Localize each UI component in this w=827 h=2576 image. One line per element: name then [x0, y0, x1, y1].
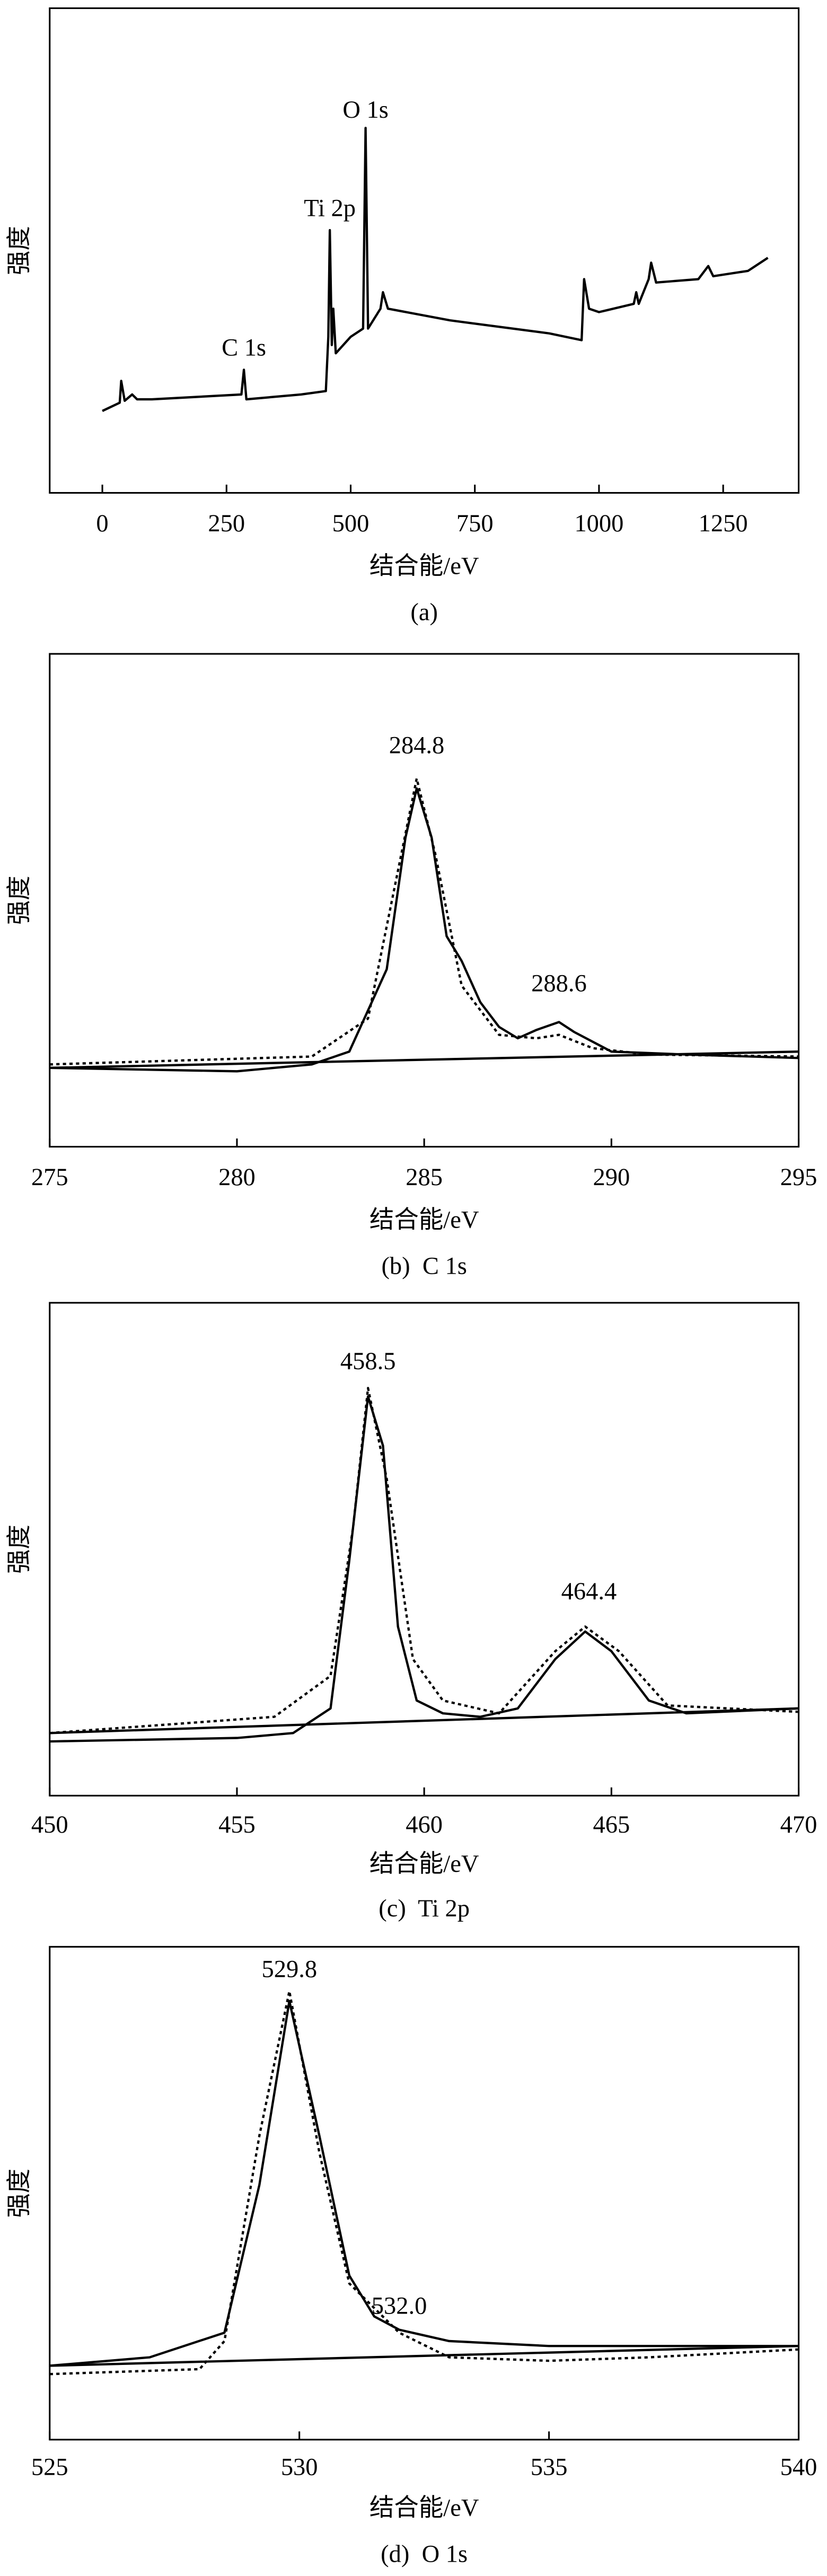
- x-axis-label: 结合能/eV: [369, 553, 479, 580]
- peak-label: 284.8: [389, 732, 445, 759]
- x-tick-label: 535: [531, 2454, 568, 2481]
- x-tick-label: 455: [218, 1811, 256, 1838]
- y-axis-label: 强度: [6, 875, 33, 925]
- caption: (d) O 1s: [381, 2540, 468, 2568]
- x-tick-label: 295: [780, 1164, 817, 1191]
- x-axis-label: 结合能/eV: [369, 2495, 479, 2522]
- peak-label: 458.5: [340, 1348, 396, 1375]
- x-tick-label: 540: [780, 2454, 817, 2481]
- spectrum-line: [49, 2345, 799, 2367]
- x-tick-label: 1250: [699, 510, 748, 537]
- x-tick-label: 1000: [574, 510, 623, 537]
- x-tick-label: 525: [31, 2454, 68, 2481]
- peak-label: Ti 2p: [304, 195, 356, 222]
- x-tick-label: 500: [332, 510, 369, 537]
- x-tick-label: 530: [281, 2454, 318, 2481]
- peak-label: C 1s: [222, 335, 266, 362]
- y-axis-label: 强度: [6, 226, 33, 275]
- spectrum-line: [102, 127, 769, 412]
- spectrum-line: [49, 787, 799, 1073]
- plot-frame: [49, 7, 800, 494]
- x-tick-label: 280: [218, 1164, 256, 1191]
- y-axis-label: 强度: [6, 2169, 33, 2218]
- x-tick-label: 0: [96, 510, 108, 537]
- x-tick-label: 465: [593, 1811, 630, 1838]
- peak-label: O 1s: [342, 97, 389, 124]
- spectrum-line: [49, 2000, 799, 2367]
- spectrum-line: [49, 1707, 799, 1734]
- spectrum-line: [49, 1050, 799, 1070]
- y-axis-label: 强度: [6, 1524, 33, 1574]
- peak-label: 529.8: [262, 1956, 318, 1983]
- x-tick-label: 470: [780, 1811, 817, 1838]
- x-tick-label: 250: [208, 510, 245, 537]
- x-tick-label: 285: [406, 1164, 443, 1191]
- plot-frame: [49, 653, 800, 1148]
- peak-label: 532.0: [372, 2292, 427, 2319]
- spectrum-line: [49, 777, 799, 1066]
- x-axis-label: 结合能/eV: [369, 1851, 479, 1878]
- caption: (a): [410, 599, 438, 626]
- x-tick-label: 460: [406, 1811, 443, 1838]
- x-tick-label: 450: [31, 1811, 68, 1838]
- x-tick-label: 275: [31, 1164, 68, 1191]
- spectrum-line: [49, 1990, 799, 2376]
- caption: (b) C 1s: [381, 1252, 467, 1280]
- plot-frame: [49, 1946, 800, 2441]
- x-tick-label: 290: [593, 1164, 630, 1191]
- x-tick-label: 750: [456, 510, 494, 537]
- peak-label: 464.4: [561, 1578, 617, 1605]
- x-axis-label: 结合能/eV: [369, 1207, 479, 1234]
- caption: (c) Ti 2p: [379, 1895, 470, 1922]
- spectrum-line: [49, 1395, 799, 1743]
- peak-label: 288.6: [531, 970, 587, 997]
- spectrum-line: [49, 1387, 799, 1734]
